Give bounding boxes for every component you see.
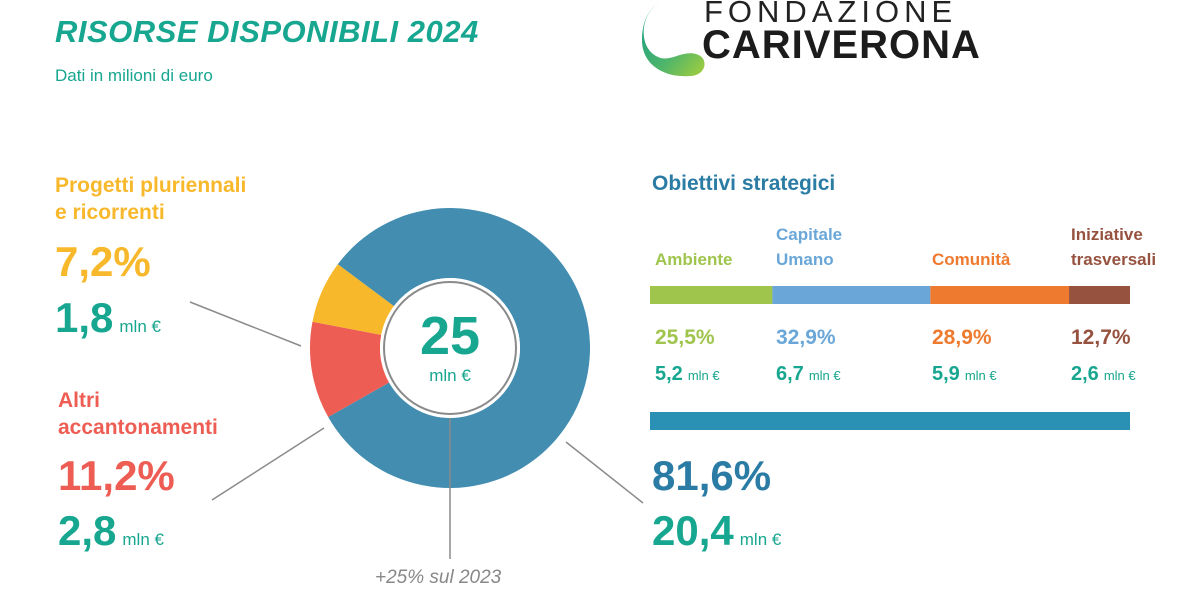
obiettivi-value-number: 20,4 <box>652 507 734 554</box>
obiettivi-value: 20,4 mln € <box>652 507 781 555</box>
segment-value-comunita-unit: mln € <box>964 368 997 383</box>
obiettivi-heading: Obiettivi strategici <box>652 172 836 195</box>
obiettivi-value-unit: mln € <box>739 530 782 549</box>
segment-value-capitale-unit: mln € <box>808 368 841 383</box>
segment-value-trasversali-unit: mln € <box>1103 368 1136 383</box>
donut-slice-0 <box>328 208 590 488</box>
logo-text-line1: FONDAZIONE <box>704 0 958 29</box>
progetti-value-number: 1,8 <box>55 294 114 341</box>
progetti-leader-line <box>189 301 302 347</box>
progetti-value-unit: mln € <box>119 317 161 336</box>
logo-text-line2: CARIVERONA <box>702 23 981 67</box>
stacked-bar-segment-3 <box>1069 286 1130 304</box>
segment-value-capitale-number: 6,7 <box>776 363 804 385</box>
segment-value-comunita: 5,9 mln € <box>932 363 997 386</box>
footnote: +25% sul 2023 <box>375 567 502 588</box>
segment-value-capitale-umano: 6,7 mln € <box>776 363 841 386</box>
page-subtitle: Dati in milioni di euro <box>55 66 213 85</box>
logo-mark <box>642 2 705 77</box>
center-total: 25 <box>419 306 481 366</box>
progetti-percent: 7,2% <box>55 238 151 285</box>
obiettivi-stacked-bar <box>650 286 1130 304</box>
obiettivi-leader-line <box>565 441 644 504</box>
donut-slice-2 <box>312 264 394 335</box>
segment-percent-capitale-umano: 32,9% <box>776 326 836 349</box>
progetti-value: 1,8 mln € <box>55 294 161 342</box>
altri-leader-line <box>211 427 325 501</box>
segment-label-capitale-umano: Capitale Umano <box>776 223 842 272</box>
segment-value-trasversali: 2,6 mln € <box>1071 363 1136 386</box>
donut-slice-1 <box>310 321 390 417</box>
stacked-bar-segment-0 <box>650 286 773 304</box>
segment-value-comunita-number: 5,9 <box>932 363 960 385</box>
progetti-title-line1: Progetti pluriennali <box>55 174 247 197</box>
segment-percent-comunita: 28,9% <box>932 326 992 349</box>
altri-title-line2: accantonamenti <box>58 416 218 440</box>
segment-label-trasversali: Iniziative trasversali <box>1071 223 1156 272</box>
segment-label-comunita-line1: Comunità <box>932 250 1011 269</box>
altri-value: 2,8 mln € <box>58 507 164 555</box>
segment-percent-ambiente: 25,5% <box>655 326 715 349</box>
segment-label-trasversali-line2: trasversali <box>1071 249 1157 269</box>
segment-label-capitale-line2: Umano <box>776 249 834 269</box>
progetti-title: Progetti pluriennali e ricorrenti <box>55 172 246 227</box>
segment-label-ambiente: Ambiente <box>655 248 732 273</box>
stacked-bar-segment-1 <box>772 286 931 304</box>
altri-value-number: 2,8 <box>58 507 117 554</box>
obiettivi-total-bar <box>650 412 1130 430</box>
progetti-title-line2: e ricorrenti <box>55 201 165 225</box>
donut-hole <box>380 278 520 418</box>
center-ring <box>383 281 517 415</box>
altri-title: Altri accantonamenti <box>58 387 218 442</box>
segment-value-ambiente-number: 5,2 <box>655 363 683 385</box>
altri-title-line1: Altri <box>58 389 100 412</box>
segment-value-ambiente-unit: mln € <box>687 368 720 383</box>
altri-percent: 11,2% <box>58 452 175 499</box>
segment-label-capitale-line1: Capitale <box>776 225 843 244</box>
segment-label-ambiente-line1: Ambiente <box>655 250 733 269</box>
center-unit: mln € <box>429 366 471 385</box>
segment-label-trasversali-line1: Iniziative <box>1071 225 1143 244</box>
segment-label-comunita: Comunità <box>932 248 1010 273</box>
page-title: RISORSE DISPONIBILI 2024 <box>55 14 479 49</box>
segment-percent-trasversali: 12,7% <box>1071 326 1131 349</box>
altri-value-unit: mln € <box>122 530 164 549</box>
segment-value-trasversali-number: 2,6 <box>1071 363 1099 385</box>
segment-value-ambiente: 5,2 mln € <box>655 363 720 386</box>
obiettivi-percent: 81,6% <box>652 452 772 499</box>
stacked-bar-segment-2 <box>930 286 1070 304</box>
